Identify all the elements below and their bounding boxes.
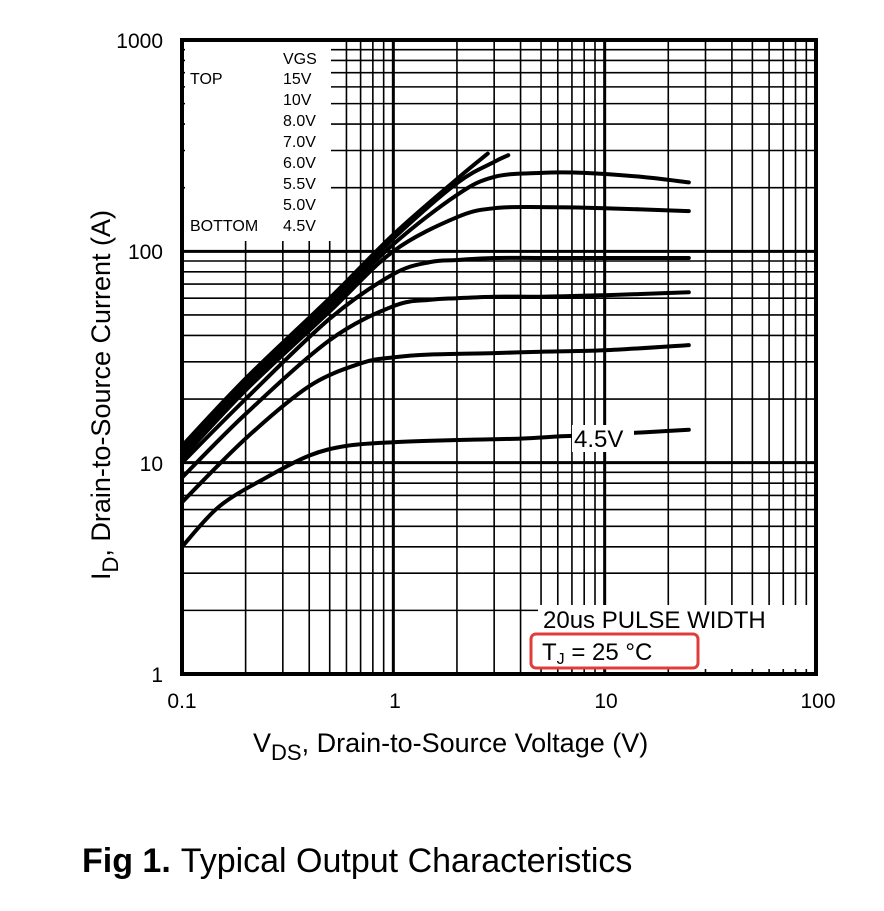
legend-bottom-label: BOTTOM bbox=[190, 218, 258, 235]
x-tick-labels: 0.1 1 10 100 bbox=[167, 690, 835, 713]
y-tick-10: 10 bbox=[140, 453, 163, 476]
tj-sub: J bbox=[557, 651, 565, 668]
x-tick-10: 10 bbox=[594, 690, 617, 713]
curve-vgs-5-5v bbox=[180, 290, 691, 480]
figure-title: Typical Output Characteristics bbox=[180, 842, 633, 880]
annotation-background bbox=[538, 605, 814, 669]
legend-background bbox=[185, 41, 331, 241]
pulse-width-note: 20us PULSE WIDTH bbox=[543, 607, 766, 634]
curve-label-background bbox=[572, 425, 634, 452]
curve-vgs-8-0v bbox=[180, 170, 691, 456]
legend: VGS TOP 15V 10V 8.0V 7.0V 6.0V 5.5V 5.0V… bbox=[190, 51, 317, 235]
tj-main: T bbox=[542, 639, 557, 666]
chart-background bbox=[0, 0, 884, 830]
y-tick-labels: 1000 100 10 1 bbox=[116, 30, 163, 687]
legend-entry-15v: 15V bbox=[283, 71, 312, 88]
x-axis-label: VDS, Drain-to-Source Voltage (V) bbox=[253, 728, 648, 765]
legend-entry-4-5v: 4.5V bbox=[283, 218, 316, 235]
legend-entry-10v: 10V bbox=[283, 92, 312, 109]
x-tick-100: 100 bbox=[800, 690, 835, 713]
legend-entry-7v: 7.0V bbox=[283, 134, 316, 151]
y-tick-1: 1 bbox=[151, 664, 163, 687]
legend-top-label: TOP bbox=[190, 71, 223, 88]
y-axis-label-rest: , Drain-to-Source Current (A) bbox=[86, 210, 116, 557]
curve-vgs-10v bbox=[180, 153, 511, 452]
legend-header: VGS bbox=[283, 51, 317, 68]
y-axis-label: ID, Drain-to-Source Current (A) bbox=[86, 210, 123, 580]
x-tick-0-1: 0.1 bbox=[167, 690, 196, 713]
figure-number: Fig 1. bbox=[82, 842, 171, 880]
legend-entry-6v: 6.0V bbox=[283, 155, 316, 172]
curve-vgs-6-0v bbox=[180, 255, 691, 465]
tj-note: TJ = 25 °C bbox=[542, 639, 652, 668]
x-tick-1: 1 bbox=[389, 690, 401, 713]
legend-entry-5-5v: 5.5V bbox=[283, 176, 316, 193]
curve-vgs-7-0v bbox=[180, 204, 691, 461]
tj-rest: = 25 °C bbox=[565, 639, 653, 666]
x-axis-label-rest: , Drain-to-Source Voltage (V) bbox=[302, 728, 649, 758]
x-axis-label-main: V bbox=[253, 728, 271, 758]
figure-caption: Fig 1. Typical Output Characteristics bbox=[82, 842, 632, 881]
plot-frame bbox=[180, 38, 818, 676]
output-characteristics-chart: VGS TOP 15V 10V 8.0V 7.0V 6.0V 5.5V 5.0V… bbox=[0, 0, 884, 830]
x-axis-label-sub: DS bbox=[271, 740, 302, 765]
tj-highlight-box bbox=[529, 632, 700, 670]
y-tick-100: 100 bbox=[128, 241, 163, 264]
major-gridlines bbox=[182, 40, 816, 674]
curve-vgs-5-0v bbox=[180, 343, 691, 505]
y-tick-1000: 1000 bbox=[116, 30, 163, 53]
y-axis-label-main: I bbox=[86, 572, 116, 580]
y-axis-label-sub: D bbox=[98, 557, 123, 573]
legend-entry-5v: 5.0V bbox=[283, 197, 316, 214]
curve-label-4-5v: 4.5V bbox=[574, 426, 623, 453]
curve-vgs-15v bbox=[180, 151, 490, 448]
legend-entry-8v: 8.0V bbox=[283, 113, 316, 130]
